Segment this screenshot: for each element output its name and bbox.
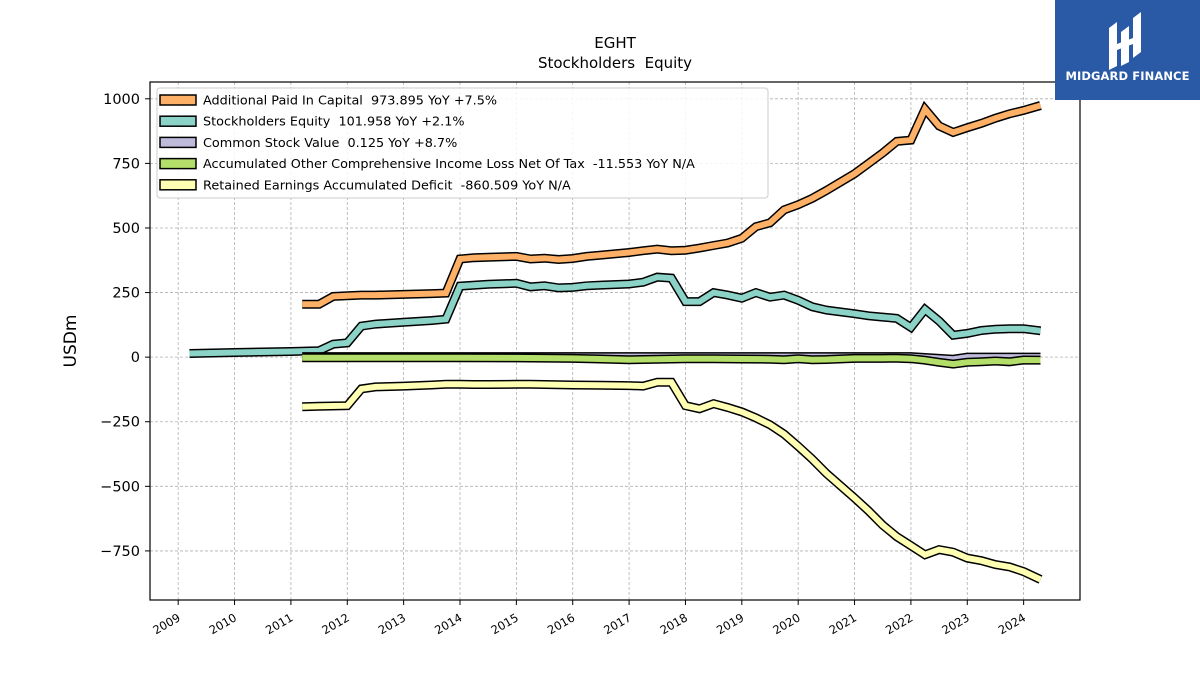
legend-swatch [159,115,197,127]
y-tick-label: −500 [100,479,140,495]
legend-label: Accumulated Other Comprehensive Income L… [203,157,695,172]
legend-label: Common Stock Value 0.125 YoY +8.7% [203,136,457,151]
x-tick-label: 2010 [207,610,239,637]
chart-subtitle: Stockholders Equity [538,54,692,72]
x-tick-label: 2017 [601,610,633,637]
y-tick-label: −250 [100,415,140,431]
series-lines [189,100,1043,584]
x-tick-label: 2016 [545,610,577,637]
x-tick-label: 2019 [714,610,746,637]
legend-label: Retained Earnings Accumulated Deficit -8… [203,178,571,193]
x-tick-label: 2022 [883,610,915,637]
y-tick-label: 1000 [103,92,140,108]
y-tick-label: 500 [112,221,140,237]
y-axis-label: USDm [61,315,81,368]
y-tick-label: 750 [112,156,140,172]
x-tick-label: 2020 [770,610,802,637]
series-line [302,379,1042,583]
brand-name: MIDGARD FINANCE [1065,69,1190,83]
legend-label: Stockholders Equity 101.958 YoY +2.1% [203,115,465,130]
legend-label: Additional Paid In Capital 973.895 YoY +… [203,94,497,109]
plot-frame [149,81,1081,601]
series-line [189,274,1041,357]
legend-swatch [159,157,197,170]
series-line-outline [189,272,1042,358]
series-line [302,354,1041,368]
x-tick-label: 2013 [376,610,408,637]
series-line [302,102,1042,308]
legend-swatch [159,94,197,106]
midgard-finance-logo: MIDGARD FINANCE [1055,0,1200,100]
x-tick-label: 2015 [489,610,521,637]
chart-title: EGHT [594,34,636,52]
x-tick-label: 2024 [996,610,1028,637]
legend-box [156,87,769,199]
midgard-finance-logo-icon [1109,12,1141,70]
legend-swatch [159,136,197,149]
y-tick-label: −750 [100,544,140,560]
x-tick-label: 2021 [827,610,859,637]
legend: Additional Paid In Capital 973.895 YoY +… [156,87,769,199]
y-tick-label: 250 [112,286,140,302]
y-tick-label: 0 [131,350,140,366]
x-tick-label: 2018 [658,610,690,637]
x-tick-label: 2012 [319,610,351,637]
x-tick-label: 2014 [432,610,464,637]
x-tick-label: 2023 [939,610,971,637]
legend-swatch [159,179,197,191]
x-tick-label: 2011 [263,610,295,637]
x-tick-label: 2009 [150,610,182,637]
